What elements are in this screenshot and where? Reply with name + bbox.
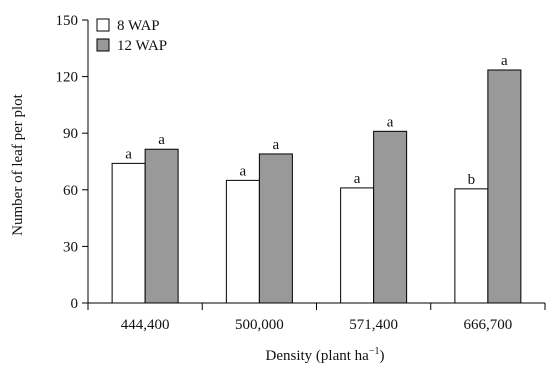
legend-label: 12 WAP [117,38,167,54]
bar-significance-label: a [158,132,165,148]
bars [111,69,522,304]
y-tick-label: 0 [71,296,79,312]
legend-swatch [96,38,110,52]
x-axis: 444,400 500,000 571,400 666,700 [87,302,546,333]
x-tick-label: 666,700 [464,317,513,333]
y-tick-label: 60 [63,183,78,199]
bar-significance-label: b [468,172,476,188]
bar-significance-label: a [125,146,132,162]
x-axis-title-superscript: −1 [369,346,380,357]
y-tick-label: 90 [63,126,78,142]
y-axis: 0 30 60 90 120 150 [56,13,89,312]
bar-significance-label: a [240,163,247,179]
significance-labels: a a a a a a b a [125,53,508,188]
bar-significance-label: a [273,137,280,153]
bar-series1 [340,187,375,304]
y-tick-label: 120 [56,70,79,86]
bar-series2 [487,69,522,304]
x-tick-label: 500,000 [235,317,284,333]
bar-series2 [373,130,408,304]
bar-significance-label: a [387,114,394,130]
x-axis-title-suffix: ) [379,348,384,364]
y-axis-title: Number of leaf per plot [10,93,26,235]
legend-swatch [96,18,110,32]
x-tick-label: 444,400 [121,317,170,333]
bar-series1 [454,188,489,304]
x-axis-title: Density (plant ha−1) [266,346,385,364]
bar-significance-label: a [501,53,508,69]
x-axis-title-main: Density (plant ha [266,348,370,364]
bar-significance-label: a [354,171,361,187]
y-tick-label: 150 [56,13,79,29]
bar-series2 [144,148,179,304]
x-tick-label: 571,400 [349,317,398,333]
legend-label: 8 WAP [117,18,160,34]
y-tick-label: 30 [63,239,78,255]
bar-series1 [225,179,260,304]
legend: 8 WAP 12 WAP [96,18,167,54]
bar-series2 [258,153,293,304]
bar-series1 [111,162,146,304]
